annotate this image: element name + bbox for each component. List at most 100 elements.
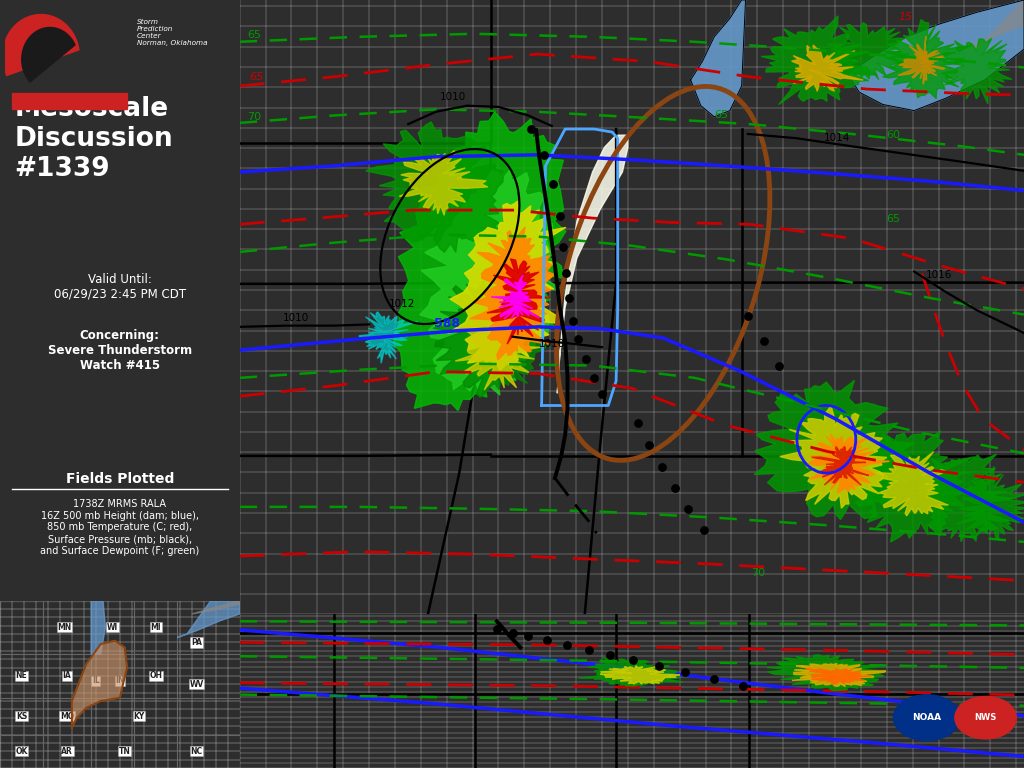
Polygon shape bbox=[962, 0, 1024, 49]
Point bbox=[561, 292, 578, 304]
Polygon shape bbox=[780, 406, 887, 508]
Polygon shape bbox=[393, 112, 566, 411]
Point bbox=[579, 353, 595, 366]
Polygon shape bbox=[579, 657, 683, 686]
Text: 588: 588 bbox=[434, 317, 460, 330]
Text: NC: NC bbox=[190, 746, 203, 756]
Text: 65: 65 bbox=[714, 110, 728, 120]
Text: NWS: NWS bbox=[975, 713, 996, 722]
Polygon shape bbox=[366, 122, 504, 253]
Text: IA: IA bbox=[62, 671, 72, 680]
Circle shape bbox=[893, 695, 961, 740]
Text: IN: IN bbox=[115, 677, 125, 685]
Polygon shape bbox=[822, 22, 909, 80]
Point bbox=[602, 648, 618, 660]
Point bbox=[570, 333, 587, 346]
Polygon shape bbox=[456, 306, 541, 390]
Point bbox=[735, 680, 752, 693]
Text: WV: WV bbox=[189, 680, 204, 689]
Polygon shape bbox=[11, 94, 127, 109]
Text: OK: OK bbox=[15, 746, 28, 756]
Text: AR: AR bbox=[61, 746, 73, 756]
Point bbox=[539, 634, 555, 647]
Polygon shape bbox=[399, 151, 487, 215]
Polygon shape bbox=[761, 16, 877, 104]
Point bbox=[558, 267, 574, 280]
Text: KY: KY bbox=[133, 712, 144, 720]
Text: 60: 60 bbox=[887, 131, 901, 141]
Text: 1012: 1012 bbox=[389, 300, 415, 310]
Polygon shape bbox=[433, 281, 551, 397]
Point bbox=[545, 178, 561, 190]
Polygon shape bbox=[487, 259, 550, 344]
Point bbox=[594, 389, 610, 401]
Text: Valid Until:
06/29/23 2:45 PM CDT: Valid Until: 06/29/23 2:45 PM CDT bbox=[53, 273, 186, 300]
Text: 70: 70 bbox=[751, 568, 765, 578]
Text: 70: 70 bbox=[248, 112, 261, 122]
Text: Mesoscale
Discussion
#1339: Mesoscale Discussion #1339 bbox=[14, 96, 173, 182]
Point bbox=[667, 482, 683, 495]
Text: MO: MO bbox=[60, 712, 74, 720]
Polygon shape bbox=[91, 601, 105, 654]
Text: 1738Z MRMS RALA
16Z 500 mb Height (dam; blue),
850 mb Temperature (C; red),
Surf: 1738Z MRMS RALA 16Z 500 mb Height (dam; … bbox=[40, 499, 200, 555]
Polygon shape bbox=[806, 669, 871, 684]
Point bbox=[581, 644, 597, 656]
Text: PA: PA bbox=[191, 638, 202, 647]
Point bbox=[641, 439, 657, 452]
Polygon shape bbox=[690, 0, 745, 117]
Polygon shape bbox=[898, 36, 945, 84]
Point bbox=[651, 660, 668, 673]
Point bbox=[552, 210, 568, 223]
Polygon shape bbox=[177, 601, 240, 637]
Polygon shape bbox=[490, 275, 540, 319]
Text: 1010: 1010 bbox=[540, 339, 565, 349]
Point bbox=[695, 524, 712, 536]
Polygon shape bbox=[808, 434, 890, 493]
Point bbox=[565, 315, 582, 327]
Polygon shape bbox=[72, 641, 127, 728]
Polygon shape bbox=[792, 664, 886, 687]
Text: 65: 65 bbox=[248, 30, 261, 40]
Polygon shape bbox=[420, 170, 565, 396]
Point bbox=[756, 335, 772, 347]
Text: MI: MI bbox=[151, 623, 161, 632]
Polygon shape bbox=[792, 45, 863, 91]
Text: Fields Plotted: Fields Plotted bbox=[66, 472, 174, 486]
Polygon shape bbox=[447, 200, 566, 370]
Circle shape bbox=[954, 697, 1016, 739]
Text: 1010: 1010 bbox=[283, 313, 309, 323]
Point bbox=[626, 654, 642, 667]
Text: IL: IL bbox=[92, 677, 99, 685]
Polygon shape bbox=[22, 28, 75, 82]
Polygon shape bbox=[600, 666, 680, 684]
Point bbox=[488, 623, 505, 635]
Point bbox=[680, 502, 696, 515]
Text: KS: KS bbox=[16, 712, 28, 720]
Point bbox=[586, 372, 602, 384]
Polygon shape bbox=[470, 227, 554, 359]
Point bbox=[630, 416, 646, 429]
Polygon shape bbox=[557, 135, 628, 393]
Polygon shape bbox=[883, 19, 972, 98]
Polygon shape bbox=[842, 431, 975, 542]
Polygon shape bbox=[359, 312, 418, 363]
Point bbox=[555, 241, 571, 253]
Text: 15: 15 bbox=[898, 12, 912, 22]
Point bbox=[739, 310, 756, 323]
Text: NE: NE bbox=[15, 671, 28, 680]
Polygon shape bbox=[3, 15, 79, 75]
Text: WI: WI bbox=[106, 623, 118, 632]
Polygon shape bbox=[942, 38, 1012, 104]
Text: 65: 65 bbox=[249, 72, 263, 82]
Polygon shape bbox=[812, 446, 869, 485]
Text: 1014: 1014 bbox=[824, 134, 850, 144]
Polygon shape bbox=[877, 452, 948, 516]
Text: Storm
Prediction
Center
Norman, Oklahoma: Storm Prediction Center Norman, Oklahoma bbox=[136, 19, 207, 46]
Text: NOAA: NOAA bbox=[912, 713, 941, 722]
Point bbox=[771, 359, 787, 372]
Point bbox=[505, 627, 521, 639]
Text: OH: OH bbox=[150, 671, 162, 680]
Text: MN: MN bbox=[57, 623, 72, 632]
Point bbox=[706, 673, 722, 685]
Point bbox=[559, 639, 575, 651]
